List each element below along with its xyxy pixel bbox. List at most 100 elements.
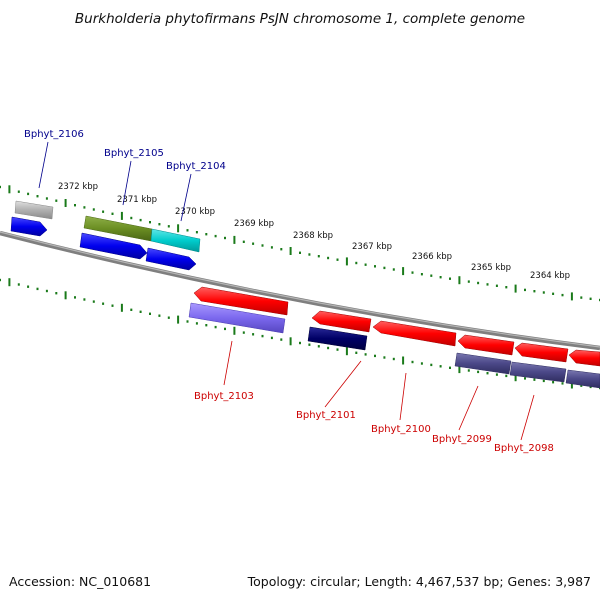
major-tick <box>458 276 461 285</box>
major-tick <box>458 365 461 374</box>
gene-arrow-blue[interactable] <box>79 232 148 260</box>
minor-tick <box>111 304 114 307</box>
minor-tick <box>392 268 395 271</box>
minor-tick <box>430 274 433 277</box>
lower-tick-track <box>0 278 600 390</box>
major-tick <box>8 185 11 194</box>
major-tick <box>177 224 180 233</box>
minor-tick <box>139 218 142 222</box>
minor-tick <box>308 343 311 346</box>
minor-tick <box>327 346 330 350</box>
minor-tick <box>17 283 20 286</box>
gene-label[interactable]: Bphyt_2101 <box>296 410 356 421</box>
minor-tick <box>214 325 217 329</box>
gene-label[interactable]: Bphyt_2103 <box>194 391 254 402</box>
minor-tick <box>364 353 367 356</box>
lower-leaders <box>223 340 535 441</box>
leader-line <box>38 141 49 189</box>
minor-tick <box>533 378 536 381</box>
tick-label: 2365 kbp <box>471 263 511 273</box>
major-tick <box>177 315 180 324</box>
minor-tick <box>261 334 264 338</box>
minor-tick <box>336 348 339 351</box>
gene-label[interactable]: Bphyt_2099 <box>432 434 492 445</box>
gene-arrow-lavender[interactable] <box>188 302 286 334</box>
tick-label: 2369 kbp <box>234 219 274 229</box>
minor-tick <box>270 246 273 249</box>
gene-arrow-red[interactable] <box>514 342 569 363</box>
major-tick <box>64 199 67 207</box>
gene-arrow-slate[interactable] <box>454 352 512 375</box>
gene-label[interactable]: Bphyt_2106 <box>24 129 84 140</box>
gene-arrow-red[interactable] <box>568 349 600 367</box>
gene-arrow-red[interactable] <box>372 320 457 347</box>
minor-tick <box>542 379 545 383</box>
minor-tick <box>261 244 264 247</box>
minor-tick <box>524 288 526 292</box>
gene-label[interactable]: Bphyt_2098 <box>494 443 554 454</box>
minor-tick <box>102 302 105 305</box>
minor-tick <box>420 362 423 365</box>
major-tick <box>233 326 236 335</box>
gene-arrow-slate[interactable] <box>509 361 567 383</box>
minor-tick <box>327 256 330 260</box>
gene-arrow-blue[interactable] <box>10 216 48 237</box>
minor-tick <box>186 320 189 323</box>
minor-tick <box>242 240 245 243</box>
gene-arrow-navy[interactable] <box>307 326 368 351</box>
reverse-genes <box>188 286 600 389</box>
minor-tick <box>214 234 217 238</box>
gene-label[interactable]: Bphyt_2104 <box>166 161 226 172</box>
gene-arrow-red[interactable] <box>457 334 515 356</box>
upper-tick-track <box>0 185 600 302</box>
tick-labels: 2372 kbp 2371 kbp 2370 kbp 2369 kbp 2368… <box>58 182 570 281</box>
minor-tick <box>317 345 320 348</box>
minor-tick <box>505 374 508 378</box>
chromosome-backbone <box>0 230 600 351</box>
minor-tick <box>420 273 423 276</box>
forward-genes <box>10 200 201 271</box>
minor-tick <box>280 248 283 251</box>
major-tick <box>402 356 405 365</box>
tick-label: 2367 kbp <box>352 242 392 252</box>
tick-label: 2366 kbp <box>412 252 452 262</box>
leader-line <box>520 394 535 441</box>
gene-arrow-slate[interactable] <box>565 369 600 389</box>
upper-gene-labels: Bphyt_2106 Bphyt_2105 Bphyt_2104 <box>24 129 226 172</box>
minor-tick <box>167 225 170 228</box>
gene-arrow-red[interactable] <box>193 286 289 316</box>
minor-tick <box>224 327 226 331</box>
minor-tick <box>439 276 442 279</box>
leader-line <box>223 340 233 386</box>
minor-tick <box>74 204 76 207</box>
minor-tick <box>111 212 114 215</box>
chromosome-backbone-highlight <box>0 231 600 348</box>
minor-tick <box>495 284 498 287</box>
minor-tick <box>364 263 367 266</box>
minor-tick <box>505 286 508 289</box>
leader-line <box>180 173 192 222</box>
gene-arrow-blue[interactable] <box>145 247 197 271</box>
minor-tick <box>486 283 489 286</box>
leader-line <box>324 360 362 408</box>
gene-label[interactable]: Bphyt_2105 <box>104 148 164 159</box>
gene-arrow-cyan[interactable] <box>150 228 201 253</box>
major-tick <box>289 337 292 346</box>
genome-summary-text: Topology: circular; Length: 4,467,537 bp… <box>247 574 591 589</box>
major-tick <box>120 303 123 312</box>
leader-line <box>458 385 479 431</box>
tick-label: 2368 kbp <box>293 231 333 241</box>
minor-tick <box>74 296 76 299</box>
gene-label[interactable]: Bphyt_2100 <box>371 424 431 435</box>
gene-arrow-grey[interactable] <box>14 200 54 220</box>
minor-tick <box>102 210 105 213</box>
minor-tick <box>374 265 376 268</box>
minor-tick <box>45 197 48 200</box>
tick-label: 2364 kbp <box>530 271 570 281</box>
gene-arrow-red[interactable] <box>311 310 372 333</box>
minor-tick <box>27 285 30 288</box>
minor-tick <box>449 277 451 280</box>
major-tick <box>345 347 348 356</box>
tick-label: 2371 kbp <box>117 195 157 205</box>
